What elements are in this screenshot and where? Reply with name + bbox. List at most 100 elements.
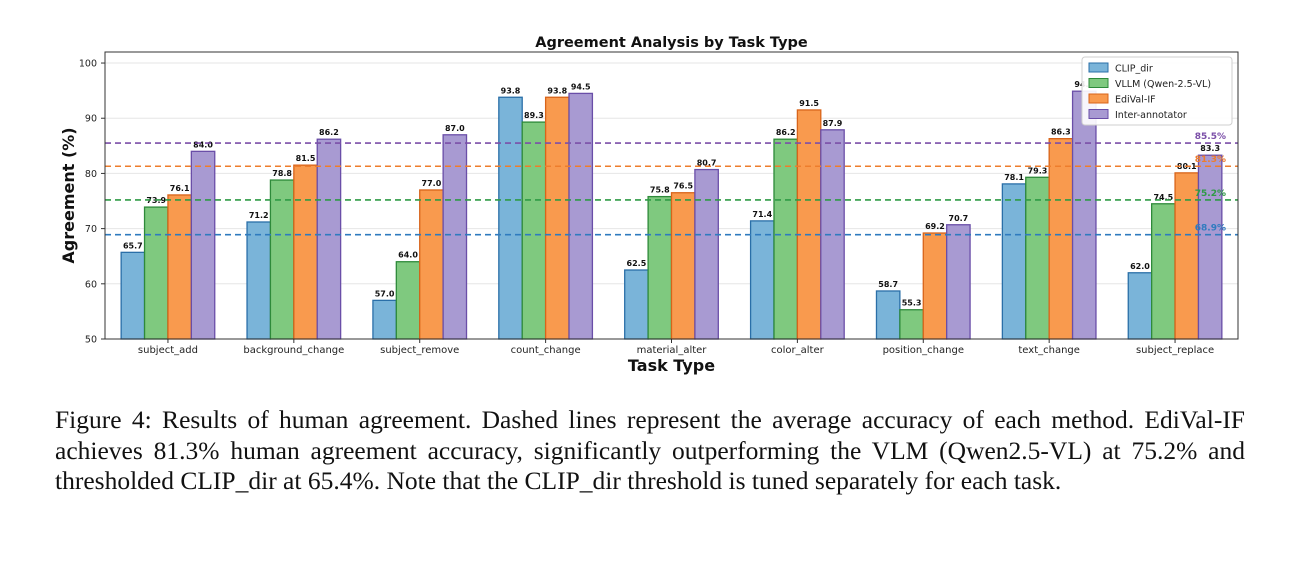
bar <box>796 109 822 340</box>
bar <box>372 299 397 340</box>
bar-value-label: 69.2 <box>925 222 945 231</box>
bar-value-label: 55.3 <box>902 299 922 308</box>
bar <box>1151 203 1176 340</box>
legend-entry: VLLM (Qwen-2.5-VL) <box>1115 79 1211 90</box>
bar <box>167 194 192 340</box>
bar-value-label: 87.9 <box>823 119 843 128</box>
bar <box>498 96 523 340</box>
bar <box>1001 183 1027 340</box>
bar-value-label: 79.3 <box>1028 166 1048 175</box>
bar-value-label: 75.8 <box>650 186 670 195</box>
bar <box>670 192 696 340</box>
bar <box>1025 176 1050 340</box>
legend-swatch <box>1088 78 1109 88</box>
x-axis-label: Task Type <box>628 356 715 375</box>
average-label: 75.2% <box>1195 189 1226 199</box>
x-tick-label: material_alter <box>637 345 708 356</box>
legend-entry: EdiVal-IF <box>1115 95 1156 106</box>
bar <box>143 206 169 340</box>
bar-value-label: 94.5 <box>571 82 591 91</box>
bar <box>1197 154 1223 340</box>
bar-value-label: 58.7 <box>878 280 898 289</box>
bar-value-label: 62.0 <box>1130 262 1150 271</box>
legend-box <box>1081 56 1233 126</box>
bar <box>521 121 547 340</box>
bar-value-label: 65.7 <box>123 241 143 250</box>
bar-value-label: 78.8 <box>272 169 292 178</box>
average-label: 68.9% <box>1195 224 1226 234</box>
bar-value-label: 80.7 <box>697 159 717 168</box>
bar <box>946 224 971 340</box>
figure-caption: Figure 4: Results of human agreement. Da… <box>55 405 1245 495</box>
bar-value-label: 84.0 <box>193 140 213 149</box>
legend-entry: CLIP_dir <box>1115 64 1153 75</box>
y-tick-label: 100 <box>79 59 97 70</box>
bar <box>1127 272 1153 340</box>
y-tick-label: 90 <box>85 114 97 125</box>
bar-value-label: 74.5 <box>1153 193 1173 202</box>
bar <box>316 138 342 340</box>
bar <box>749 220 775 340</box>
legend-swatch <box>1088 93 1109 104</box>
y-tick-label: 80 <box>85 169 97 180</box>
x-tick-label: color_alter <box>771 345 825 356</box>
y-tick-label: 70 <box>85 224 97 235</box>
bar <box>544 96 570 340</box>
bar-value-label: 83.3 <box>1200 144 1220 153</box>
bar-value-label: 91.5 <box>799 99 819 108</box>
bar <box>246 221 272 340</box>
chart-title: Agreement Analysis by Task Type <box>535 35 808 51</box>
bar <box>773 138 799 340</box>
legend-swatch <box>1088 62 1109 73</box>
x-tick-label: count_change <box>511 345 581 356</box>
average-label: 85.5% <box>1195 132 1226 142</box>
bar <box>694 168 719 340</box>
bar <box>419 189 444 340</box>
bar-value-label: 86.2 <box>319 128 339 137</box>
bar <box>442 134 468 340</box>
bar <box>395 261 421 340</box>
bar <box>1048 138 1074 340</box>
bar <box>269 179 295 340</box>
average-label: 81.3% <box>1195 155 1226 165</box>
bar-value-label: 71.4 <box>752 210 772 219</box>
bar <box>568 92 594 340</box>
bar <box>647 195 673 340</box>
x-tick-label: text_change <box>1018 345 1080 356</box>
bar-value-label: 89.3 <box>524 111 544 120</box>
chart-container: 506070809010065.773.976.184.0subject_add… <box>59 35 1239 375</box>
bar <box>120 251 146 340</box>
bar-value-label: 77.0 <box>422 179 442 188</box>
x-tick-label: subject_replace <box>1136 345 1214 356</box>
x-tick-label: subject_add <box>138 345 198 356</box>
bar <box>624 269 649 340</box>
bar-value-label: 71.2 <box>249 211 269 220</box>
bar-value-label: 57.0 <box>375 289 395 298</box>
bar-value-label: 76.5 <box>673 182 693 191</box>
bar <box>293 164 318 340</box>
bar-value-label: 93.8 <box>501 86 521 95</box>
bar-value-label: 93.8 <box>547 86 567 95</box>
bar-value-label: 86.3 <box>1051 128 1071 137</box>
bar-value-label: 64.0 <box>398 251 418 260</box>
bar <box>875 290 901 340</box>
bar-value-label: 81.5 <box>296 154 316 163</box>
legend-swatch <box>1088 109 1109 119</box>
bar-value-label: 87.0 <box>445 124 465 133</box>
x-tick-label: position_change <box>883 345 964 356</box>
bar <box>190 150 216 340</box>
bar-value-label: 86.2 <box>776 128 796 137</box>
bar <box>899 309 924 340</box>
bar <box>922 232 948 340</box>
bar <box>1071 90 1097 340</box>
bar-value-label: 76.1 <box>170 184 190 193</box>
legend-entry: Inter-annotator <box>1115 110 1187 121</box>
bar-value-label: 62.5 <box>627 259 647 268</box>
y-tick-label: 50 <box>85 335 97 346</box>
plot-frame <box>104 51 1239 340</box>
bar-value-label: 70.7 <box>949 214 969 223</box>
x-tick-label: subject_remove <box>380 345 459 356</box>
y-tick-label: 60 <box>85 279 97 290</box>
y-axis-label: Agreement (%) <box>59 127 78 263</box>
agreement-bar-chart: 506070809010065.773.976.184.0subject_add… <box>59 35 1239 375</box>
